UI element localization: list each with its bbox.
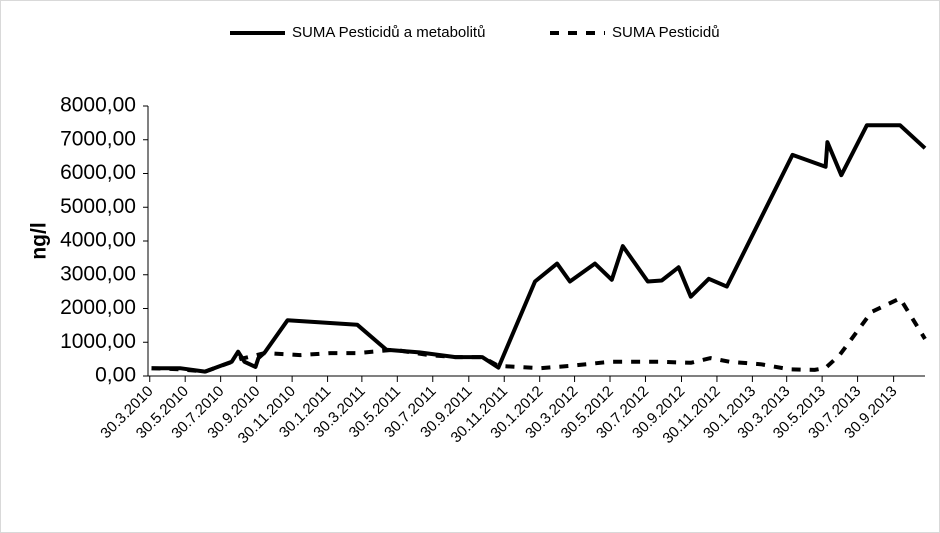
- y-axis-title: ng/l: [28, 222, 51, 259]
- series-line: [151, 123, 927, 374]
- series-line: [151, 296, 927, 374]
- y-tick-label: 7000,00: [60, 127, 136, 150]
- y-tick-label: 3000,00: [60, 262, 136, 285]
- y-tick-label: 6000,00: [60, 161, 136, 184]
- legend-label: SUMA Pesticidů a metabolitů: [292, 24, 485, 41]
- y-tick-label: 0,00: [95, 364, 136, 387]
- y-tick-label: 2000,00: [60, 296, 136, 319]
- y-tick-label: 5000,00: [60, 195, 136, 218]
- y-tick-label: 1000,00: [60, 330, 136, 353]
- y-tick-label: 8000,00: [60, 94, 136, 117]
- legend-label: SUMA Pesticidů: [612, 24, 720, 41]
- y-tick-label: 4000,00: [60, 229, 136, 252]
